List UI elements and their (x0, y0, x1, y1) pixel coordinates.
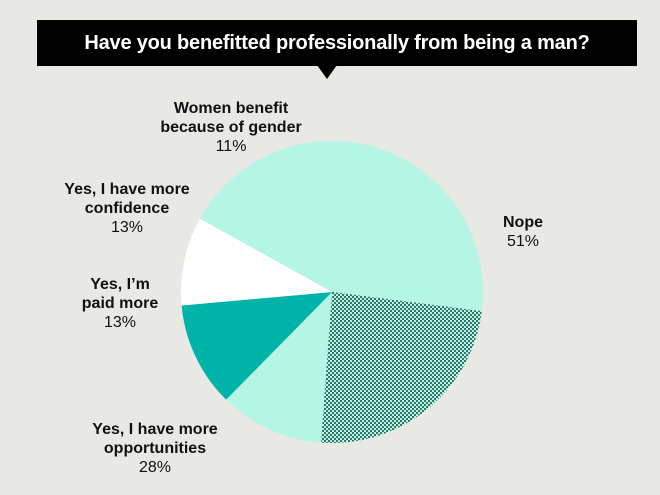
label-nope: Nope 51% (503, 214, 543, 250)
label-opportunities: Yes, I have more opportunities 28% (92, 421, 218, 476)
pie-slice-5 (181, 218, 332, 306)
pie-slices (181, 141, 483, 444)
pie-slice-1 (199, 141, 483, 312)
pie-slice-3 (226, 292, 332, 443)
label-paid-more: Yes, I’m paid more 13% (81, 276, 159, 331)
label-women-benefit: Women benefit because of gender 11% (160, 100, 302, 155)
label-confidence: Yes, I have more confidence 13% (64, 181, 190, 236)
pie-slice-2 (321, 292, 482, 444)
title-pointer (317, 65, 337, 79)
chart-title: Have you benefitted professionally from … (37, 20, 637, 66)
pie-slice-4 (181, 292, 332, 400)
